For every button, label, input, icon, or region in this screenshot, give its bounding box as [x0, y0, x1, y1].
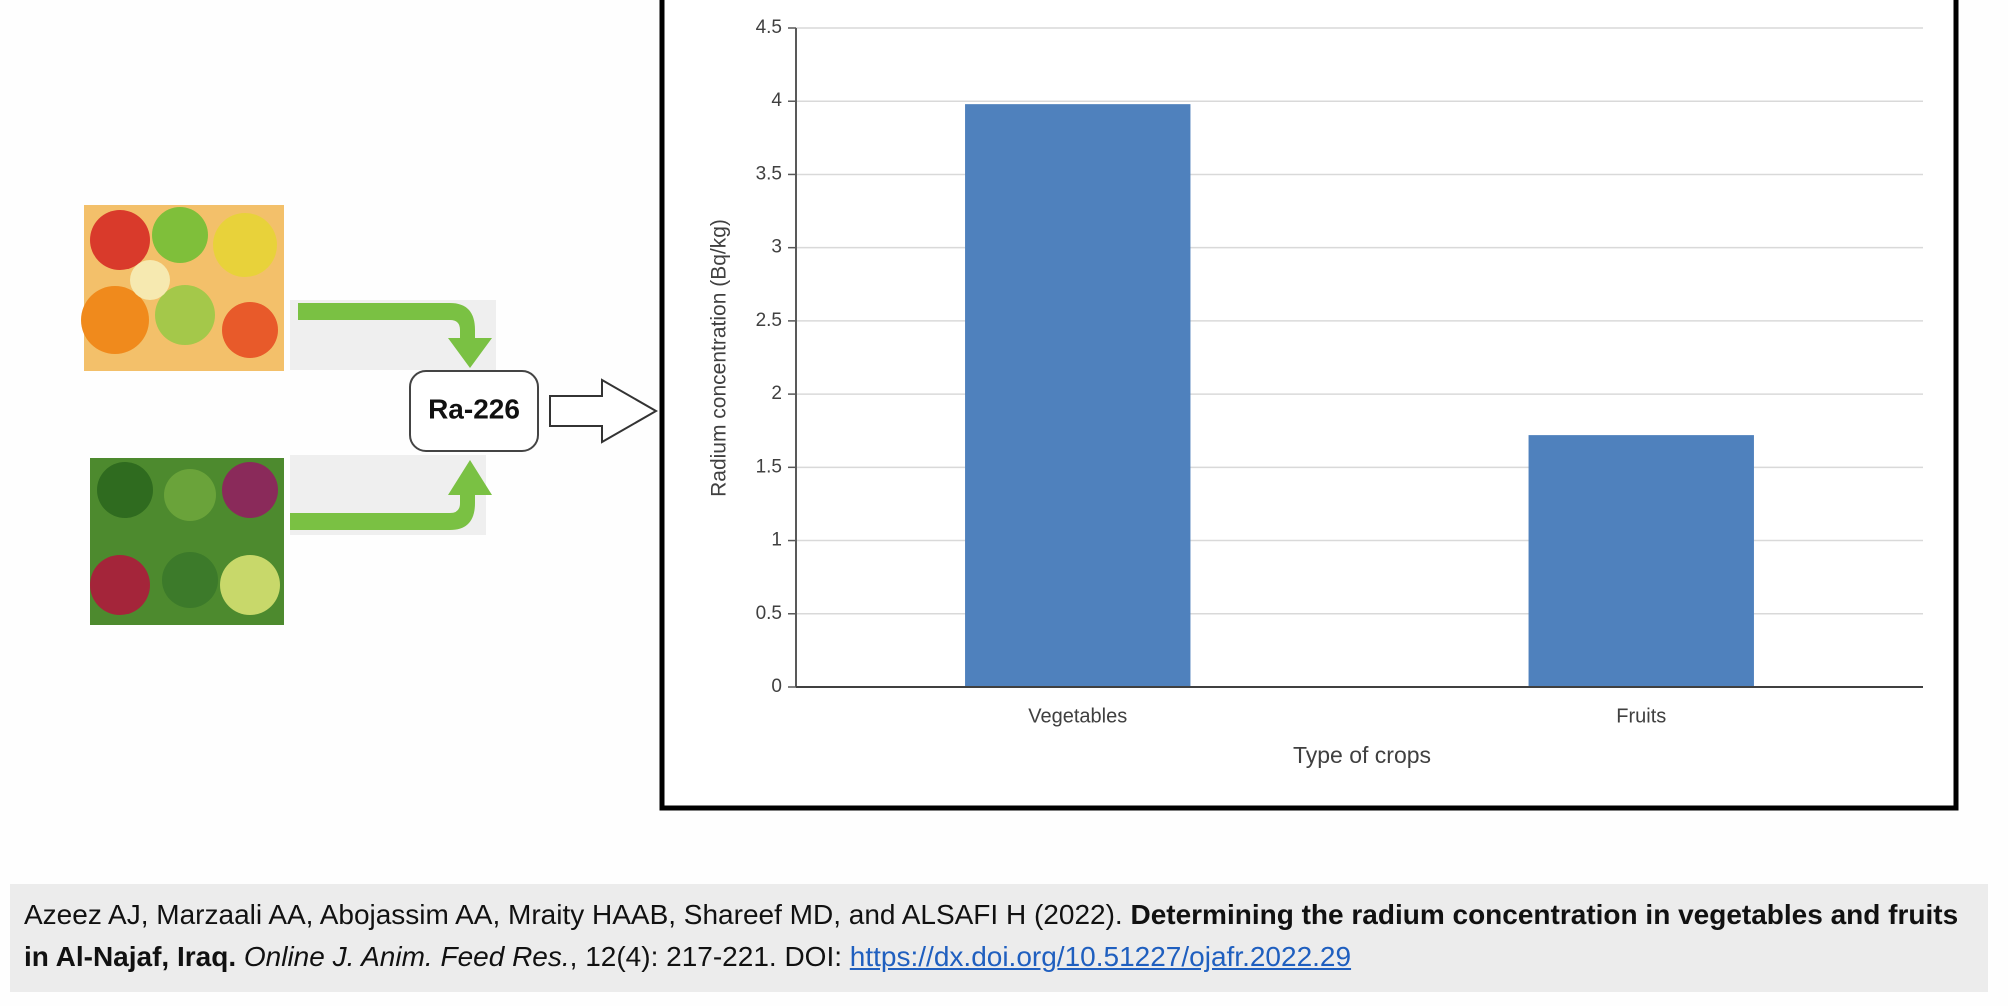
y-tick-label: 2.5 — [756, 310, 782, 331]
arrow — [290, 460, 492, 530]
arrow — [549, 378, 659, 444]
y-tick-label: 4.5 — [756, 17, 782, 38]
y-tick-label: 3.5 — [756, 163, 782, 184]
x-tick-label: Fruits — [1616, 705, 1666, 727]
y-tick-label: 3 — [771, 237, 782, 258]
y-axis-title: Radium concentration (Bq/kg) — [708, 219, 731, 497]
doi-link[interactable]: https://dx.doi.org/10.51227/ojafr.2022.2… — [849, 941, 1352, 972]
vegetable-image — [90, 458, 284, 625]
graphical-abstract: Ra-226 Type of crops Radium concentratio… — [81, 0, 1959, 811]
x-tick-label: Vegetables — [1028, 705, 1127, 727]
y-tick-label: 2 — [771, 383, 782, 404]
bar — [1528, 435, 1754, 687]
y-tick-label: 0 — [771, 676, 782, 697]
y-tick-label: 4 — [771, 90, 782, 111]
citation-authors: Azeez AJ, Marzaali AA, Abojassim AA, Mra… — [24, 899, 1123, 930]
y-tick-label: 1 — [771, 530, 782, 551]
y-tick-label: 0.5 — [756, 603, 782, 624]
citation: Azeez AJ, Marzaali AA, Abojassim AA, Mra… — [10, 884, 1988, 992]
fruit-image — [81, 205, 284, 371]
ra-label: Ra-226 — [428, 393, 520, 424]
citation-details: , 12(4): 217-221. DOI: — [569, 941, 843, 972]
bar — [965, 104, 1191, 687]
ra-box — [409, 370, 539, 452]
y-tick-label: 1.5 — [756, 456, 782, 477]
citation-journal: Online J. Anim. Feed Res. — [243, 941, 570, 972]
x-axis-title: Type of crops — [1293, 742, 1431, 768]
arrow — [298, 303, 492, 368]
citation-title: Determining the radium concentration in … — [24, 899, 1959, 972]
